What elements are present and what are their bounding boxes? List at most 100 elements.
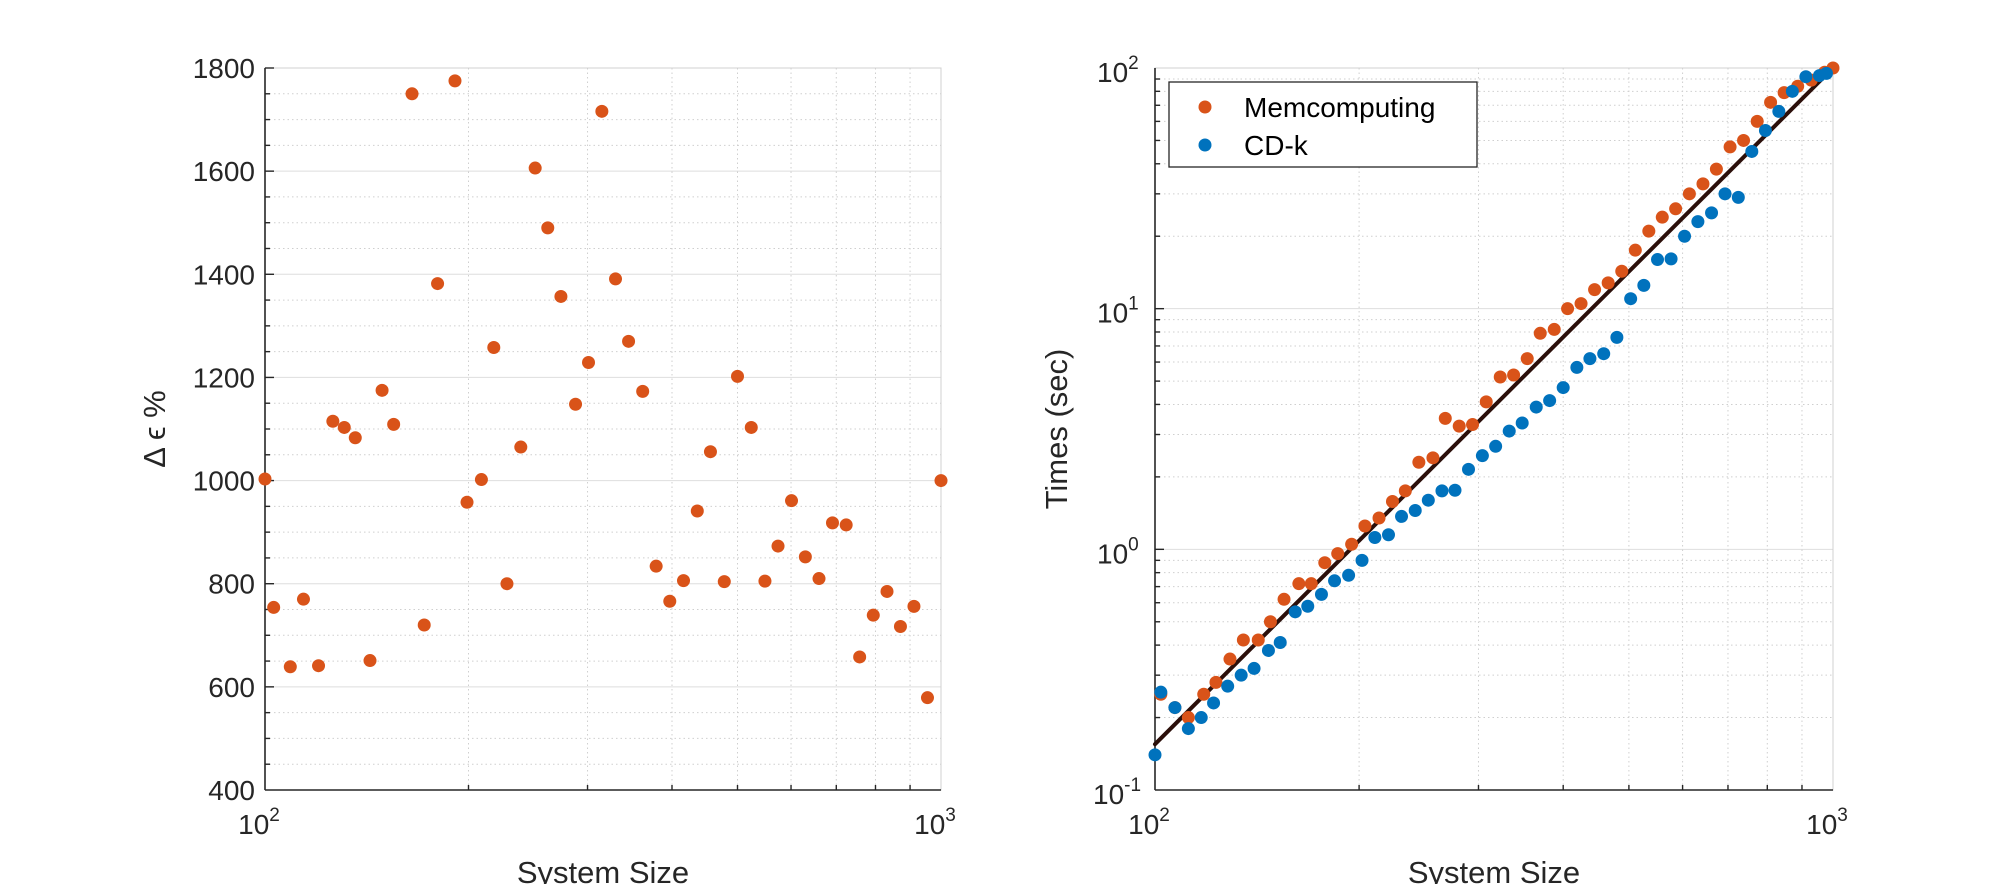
data-point bbox=[448, 74, 462, 88]
memcomputing-point bbox=[1479, 395, 1493, 409]
cdk-point bbox=[1342, 568, 1356, 582]
cdk-point bbox=[1718, 187, 1732, 201]
data-point bbox=[866, 608, 880, 622]
data-point bbox=[514, 440, 528, 454]
data-point bbox=[326, 414, 340, 428]
memcomputing-point bbox=[1547, 322, 1561, 336]
legend-memcomputing-marker bbox=[1198, 100, 1212, 114]
cdk-point bbox=[1448, 483, 1462, 497]
data-point bbox=[771, 539, 785, 553]
cdk-point bbox=[1799, 70, 1813, 84]
x-tick-label: 102 bbox=[238, 805, 280, 840]
data-point bbox=[487, 341, 501, 355]
memcomputing-point bbox=[1292, 577, 1306, 591]
y-tick-label: 1200 bbox=[193, 362, 255, 393]
cdk-point bbox=[1381, 528, 1395, 542]
data-point bbox=[363, 654, 377, 668]
memcomputing-point bbox=[1574, 297, 1588, 311]
data-point bbox=[312, 659, 326, 673]
memcomputing-point bbox=[1372, 511, 1386, 525]
memcomputing-point bbox=[1223, 652, 1237, 666]
cdk-point bbox=[1819, 66, 1833, 80]
right-tick-marks bbox=[1155, 78, 1803, 790]
memcomputing-point bbox=[1358, 519, 1372, 533]
data-point bbox=[893, 620, 907, 634]
cdk-point bbox=[1772, 104, 1786, 118]
cdk-point bbox=[1758, 123, 1772, 137]
cdk-point bbox=[1207, 696, 1221, 710]
cdk-point bbox=[1421, 493, 1435, 507]
data-point bbox=[717, 575, 731, 589]
x-tick-label: 103 bbox=[1806, 805, 1848, 840]
cdk-point bbox=[1181, 722, 1195, 736]
y-tick-label: 800 bbox=[208, 569, 255, 600]
cdk-point bbox=[1148, 748, 1162, 762]
left-y-axis-label: Δ ϵ % bbox=[137, 390, 172, 468]
y-tick-label: 400 bbox=[208, 775, 255, 806]
cdk-point bbox=[1489, 439, 1503, 453]
memcomputing-point bbox=[1209, 675, 1223, 689]
cdk-point bbox=[1664, 252, 1678, 266]
cdk-point bbox=[1651, 253, 1665, 267]
legend: Memcomputing CD-k bbox=[1168, 81, 1478, 168]
cdk-point bbox=[1731, 190, 1745, 204]
right-x-tick-labels: 102 103 bbox=[1128, 805, 1848, 840]
data-point bbox=[417, 618, 431, 632]
data-point bbox=[785, 494, 799, 508]
memcomputing-point bbox=[1588, 283, 1602, 297]
cdk-point bbox=[1247, 661, 1261, 675]
y-tick-label: 100 bbox=[1097, 534, 1139, 569]
data-point bbox=[622, 334, 636, 348]
data-point bbox=[375, 383, 389, 397]
y-tick-label: 102 bbox=[1097, 53, 1139, 88]
data-point bbox=[798, 550, 812, 564]
data-point bbox=[554, 289, 568, 303]
memcomputing-point bbox=[1452, 419, 1466, 433]
cdk-point bbox=[1194, 711, 1208, 725]
cdk-point bbox=[1288, 605, 1302, 619]
memcomputing-point bbox=[1236, 633, 1250, 647]
memcomputing-point bbox=[1385, 495, 1399, 509]
memcomputing-point bbox=[1750, 114, 1764, 128]
memcomputing-point bbox=[1277, 592, 1291, 606]
x-tick-label: 102 bbox=[1128, 805, 1170, 840]
memcomputing-point bbox=[1331, 547, 1345, 561]
data-point bbox=[609, 272, 623, 286]
data-point bbox=[758, 574, 772, 588]
memcomputing-point bbox=[1181, 711, 1195, 725]
data-point bbox=[703, 445, 717, 459]
data-point bbox=[595, 104, 609, 118]
legend-memcomputing-label: Memcomputing bbox=[1244, 92, 1435, 123]
right-x-axis-label: System Size bbox=[1408, 855, 1580, 884]
cdk-point bbox=[1610, 330, 1624, 344]
y-tick-label: 600 bbox=[208, 672, 255, 703]
data-point bbox=[853, 650, 867, 664]
cdk-point bbox=[1261, 643, 1275, 657]
cdk-point bbox=[1154, 685, 1168, 699]
data-point bbox=[731, 369, 745, 383]
cdk-point bbox=[1556, 381, 1570, 395]
y-tick-label: 1000 bbox=[193, 466, 255, 497]
right-y-tick-labels: 10-1 100 101 102 bbox=[1093, 53, 1141, 810]
cdk-point bbox=[1395, 509, 1409, 523]
cdk-point bbox=[1543, 394, 1557, 408]
memcomputing-point bbox=[1318, 556, 1332, 570]
data-point bbox=[663, 594, 677, 608]
memcomputing-point bbox=[1764, 95, 1778, 109]
legend-box bbox=[1168, 81, 1478, 168]
cdk-point bbox=[1273, 636, 1287, 650]
cdk-point bbox=[1328, 574, 1342, 588]
memcomputing-point bbox=[1197, 687, 1211, 701]
right-y-axis-label: Times (sec) bbox=[1039, 349, 1074, 510]
memcomputing-point bbox=[1615, 264, 1629, 278]
data-point bbox=[812, 572, 826, 586]
cdk-point bbox=[1745, 144, 1759, 158]
legend-cdk-label: CD-k bbox=[1244, 130, 1309, 161]
cdk-point bbox=[1221, 679, 1235, 693]
memcomputing-point bbox=[1533, 326, 1547, 340]
data-point bbox=[541, 221, 555, 235]
data-point bbox=[920, 691, 934, 705]
data-point bbox=[283, 660, 297, 674]
memcomputing-point bbox=[1507, 368, 1521, 382]
data-point bbox=[296, 592, 310, 606]
